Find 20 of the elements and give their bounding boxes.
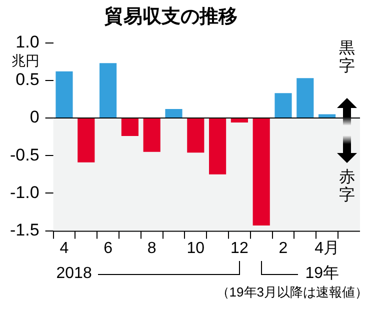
x-tick-label: 4月	[314, 240, 340, 257]
y-tick-label: 1.0	[16, 32, 40, 52]
x-tick-label: 6	[104, 240, 113, 257]
text: 2018	[56, 265, 92, 282]
y-tick-label: 0	[30, 108, 40, 127]
x-tick-label: 10	[186, 240, 205, 257]
text: （19年3月以降は速報値）	[216, 284, 368, 300]
y-tick-label: -0.5	[10, 145, 40, 164]
annotation: 赤字	[339, 168, 355, 204]
y-axis-title: 兆円	[11, 52, 40, 69]
y-tick-label: -1.5	[10, 220, 40, 240]
text: 19年	[305, 265, 340, 282]
x-tick-label: 8	[147, 240, 156, 257]
x-tick-label: 2	[278, 240, 288, 257]
x-tick-label: 12	[230, 240, 248, 257]
annotation: 黒字	[339, 40, 355, 76]
y-tick-label: 0.5	[16, 70, 40, 90]
y-tick-label: -1.0	[10, 182, 40, 202]
chart-title: 貿易収支の推移	[104, 6, 238, 28]
x-tick-label: 4	[60, 240, 69, 257]
